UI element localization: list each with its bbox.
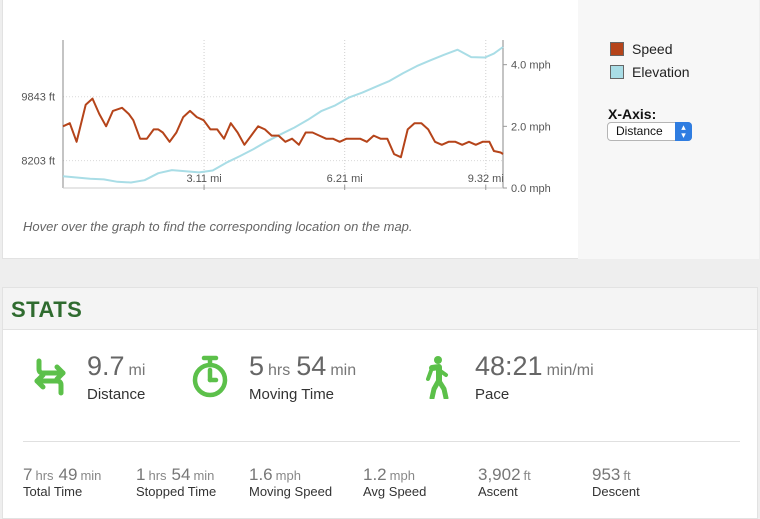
total-time-label: Total Time bbox=[23, 484, 83, 499]
total-time-min-unit: min bbox=[80, 468, 102, 483]
legend-label-speed: Speed bbox=[632, 41, 673, 57]
moving-time-min: 54 bbox=[296, 351, 327, 381]
legend-label-elevation: Elevation bbox=[632, 64, 690, 80]
distance-label: Distance bbox=[87, 386, 146, 403]
stat-descent: 953 ft Descent bbox=[592, 465, 640, 499]
moving-time-min-unit: min bbox=[330, 362, 357, 379]
descent-unit: ft bbox=[623, 468, 631, 483]
y-right-tick-label: 4.0 mph bbox=[511, 60, 551, 72]
total-time-hrs-unit: hrs bbox=[35, 468, 54, 483]
pace-unit: min/mi bbox=[546, 362, 594, 379]
moving-speed-unit: mph bbox=[275, 468, 301, 483]
elevation-speed-panel: 3.11 mi 6.21 mi 9.32 mi 9843 ft 8203 ft 4.0 m… bbox=[2, 0, 759, 259]
stopped-time-hrs-unit: hrs bbox=[148, 468, 167, 483]
avg-speed-unit: mph bbox=[389, 468, 415, 483]
legend-item-speed[interactable]: Speed bbox=[610, 41, 672, 57]
stopped-time-label: Stopped Time bbox=[136, 484, 217, 499]
stats-header: STATS bbox=[3, 288, 757, 330]
distance-unit: mi bbox=[128, 362, 146, 379]
elevation-swatch-icon bbox=[610, 65, 624, 79]
stats-panel: STATS 9.7 mi Distance bbox=[2, 287, 758, 519]
chart-hover-hint: Hover over the graph to find the corresp… bbox=[23, 219, 413, 234]
speed-swatch-icon bbox=[610, 42, 624, 56]
moving-speed-label: Moving Speed bbox=[249, 484, 333, 499]
select-caret-icon: ▴ ▾ bbox=[675, 122, 692, 141]
stats-divider bbox=[23, 441, 740, 442]
x-tick-label: 3.11 mi bbox=[186, 173, 221, 185]
x-tick-label: 9.32 mi bbox=[468, 173, 504, 185]
series-line-elevation bbox=[62, 46, 504, 184]
stopped-time-hrs: 1 bbox=[136, 465, 146, 484]
stopped-time-min-unit: min bbox=[193, 468, 215, 483]
y-left-tick-label: 8203 ft bbox=[21, 156, 55, 168]
xaxis-selected-value: Distance bbox=[616, 124, 663, 138]
pace-value: 48:21 bbox=[475, 351, 543, 381]
xaxis-label: X-Axis: bbox=[608, 106, 657, 122]
ascent-value: 3,902 bbox=[478, 465, 521, 484]
legend-item-elevation[interactable]: Elevation bbox=[610, 64, 690, 80]
pace-label: Pace bbox=[475, 386, 510, 403]
moving-speed-value: 1.6 bbox=[249, 465, 273, 484]
moving-time-hrs: 5 bbox=[249, 351, 265, 381]
stopwatch-icon bbox=[192, 355, 228, 398]
stopped-time-min: 54 bbox=[171, 465, 191, 484]
stat-ascent: 3,902 ft Ascent bbox=[478, 465, 536, 499]
xaxis-select[interactable]: Distance ▴ ▾ bbox=[607, 122, 692, 141]
y-right-tick-label: 0.0 mph bbox=[511, 183, 551, 195]
stat-avg-speed: 1.2 mph Avg Speed bbox=[363, 465, 426, 499]
moving-time-label: Moving Time bbox=[249, 386, 335, 403]
total-time-hrs: 7 bbox=[23, 465, 33, 484]
chart-area[interactable]: 3.11 mi 6.21 mi 9.32 mi 9843 ft 8203 ft 4.0 m… bbox=[3, 0, 578, 259]
x-tick-label: 6.21 mi bbox=[327, 173, 363, 185]
chart-legend: Speed Elevation X-Axis: Distance ▴ ▾ bbox=[578, 0, 759, 259]
y-right-tick-label: 2.0 mph bbox=[511, 121, 551, 133]
distance-value: 9.7 bbox=[87, 351, 125, 381]
descent-value: 953 bbox=[592, 465, 621, 484]
stat-moving-speed: 1.6 mph Moving Speed bbox=[249, 465, 332, 499]
stats-title: STATS bbox=[11, 297, 83, 322]
stat-total-time: 7 hrs 49 min Total Time bbox=[23, 465, 106, 499]
descent-label: Descent bbox=[592, 484, 640, 499]
ascent-unit: ft bbox=[523, 468, 531, 483]
series-line-speed bbox=[62, 97, 504, 159]
ascent-label: Ascent bbox=[478, 484, 518, 499]
avg-speed-label: Avg Speed bbox=[363, 484, 427, 499]
elevation-speed-chart[interactable]: 3.11 mi 6.21 mi 9.32 mi 9843 ft 8203 ft 4.0 m… bbox=[3, 0, 578, 215]
hiker-walking-icon bbox=[426, 356, 449, 399]
total-time-min: 49 bbox=[58, 465, 78, 484]
avg-speed-value: 1.2 bbox=[363, 465, 387, 484]
round-trip-arrows-icon bbox=[34, 358, 66, 396]
stat-stopped-time: 1 hrs 54 min Stopped Time bbox=[136, 465, 219, 499]
moving-time-hrs-unit: hrs bbox=[268, 362, 291, 379]
y-left-tick-label: 9843 ft bbox=[21, 92, 55, 104]
